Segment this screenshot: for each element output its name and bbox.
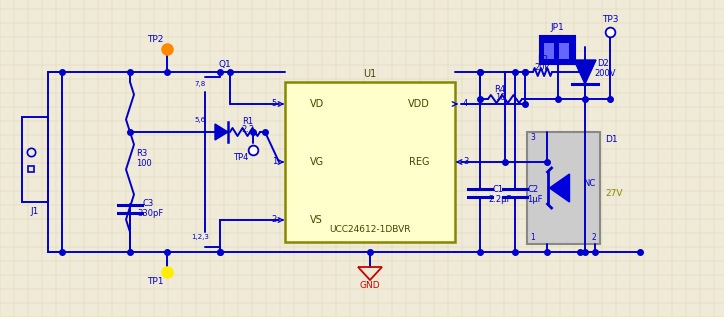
Text: 5,6: 5,6: [195, 117, 206, 123]
Polygon shape: [215, 124, 228, 140]
Bar: [22, 117, 48, 202]
Text: VDD: VDD: [408, 99, 430, 109]
Text: R2: R2: [537, 55, 548, 64]
Text: D1: D1: [605, 135, 618, 145]
Text: 20k: 20k: [535, 63, 550, 73]
Text: GND: GND: [360, 281, 380, 290]
Text: TP2: TP2: [147, 35, 163, 43]
Bar: [527, 132, 600, 244]
Text: TP4: TP4: [233, 152, 248, 161]
Text: NC: NC: [583, 178, 595, 187]
Text: R4: R4: [494, 85, 505, 94]
Text: 10: 10: [494, 93, 505, 101]
Text: JP1: JP1: [551, 23, 565, 33]
Text: 27V: 27V: [605, 189, 623, 197]
Text: 2: 2: [272, 216, 277, 224]
Text: VG: VG: [310, 157, 324, 167]
Text: 2: 2: [592, 234, 597, 243]
Text: C2: C2: [528, 184, 539, 193]
Bar: [285, 82, 455, 242]
Text: VD: VD: [310, 99, 324, 109]
Text: 200V: 200V: [594, 69, 615, 79]
Text: 5: 5: [272, 100, 277, 108]
Text: R3: R3: [136, 150, 148, 158]
Text: C1: C1: [492, 184, 504, 193]
Text: 4: 4: [463, 100, 468, 108]
Text: 330pF: 330pF: [137, 210, 163, 218]
Polygon shape: [550, 174, 570, 202]
Text: J1: J1: [31, 208, 39, 217]
Text: 1: 1: [531, 234, 535, 243]
Text: REG: REG: [410, 157, 430, 167]
Text: TP1: TP1: [147, 277, 163, 287]
Text: 100: 100: [136, 159, 152, 169]
Text: 2.2: 2.2: [241, 126, 254, 134]
Bar: [544, 43, 554, 59]
Text: 2.2μF: 2.2μF: [488, 195, 512, 204]
Text: UCC24612-1DBVR: UCC24612-1DBVR: [329, 225, 411, 235]
Bar: [540, 36, 575, 64]
Text: 3: 3: [463, 158, 468, 166]
Text: D2: D2: [597, 60, 609, 68]
Text: 7,8: 7,8: [194, 81, 206, 87]
Bar: [559, 43, 569, 59]
Text: Q1: Q1: [219, 60, 232, 68]
Polygon shape: [574, 60, 596, 84]
Text: R1: R1: [242, 118, 253, 126]
Text: C3: C3: [143, 199, 153, 209]
Text: 3: 3: [531, 133, 536, 143]
Text: U1: U1: [363, 69, 376, 79]
Text: TP3: TP3: [602, 16, 618, 24]
Text: 1μF: 1μF: [527, 195, 543, 204]
Text: 1: 1: [272, 158, 277, 166]
Text: 1,2,3: 1,2,3: [191, 234, 209, 240]
Text: VS: VS: [310, 215, 323, 225]
